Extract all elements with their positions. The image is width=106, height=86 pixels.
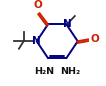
Text: O: O — [90, 34, 99, 44]
Text: N: N — [32, 36, 41, 46]
Text: O: O — [34, 0, 43, 10]
Text: H₂N: H₂N — [34, 67, 54, 76]
Text: NH₂: NH₂ — [60, 67, 80, 76]
Text: N: N — [63, 19, 71, 29]
